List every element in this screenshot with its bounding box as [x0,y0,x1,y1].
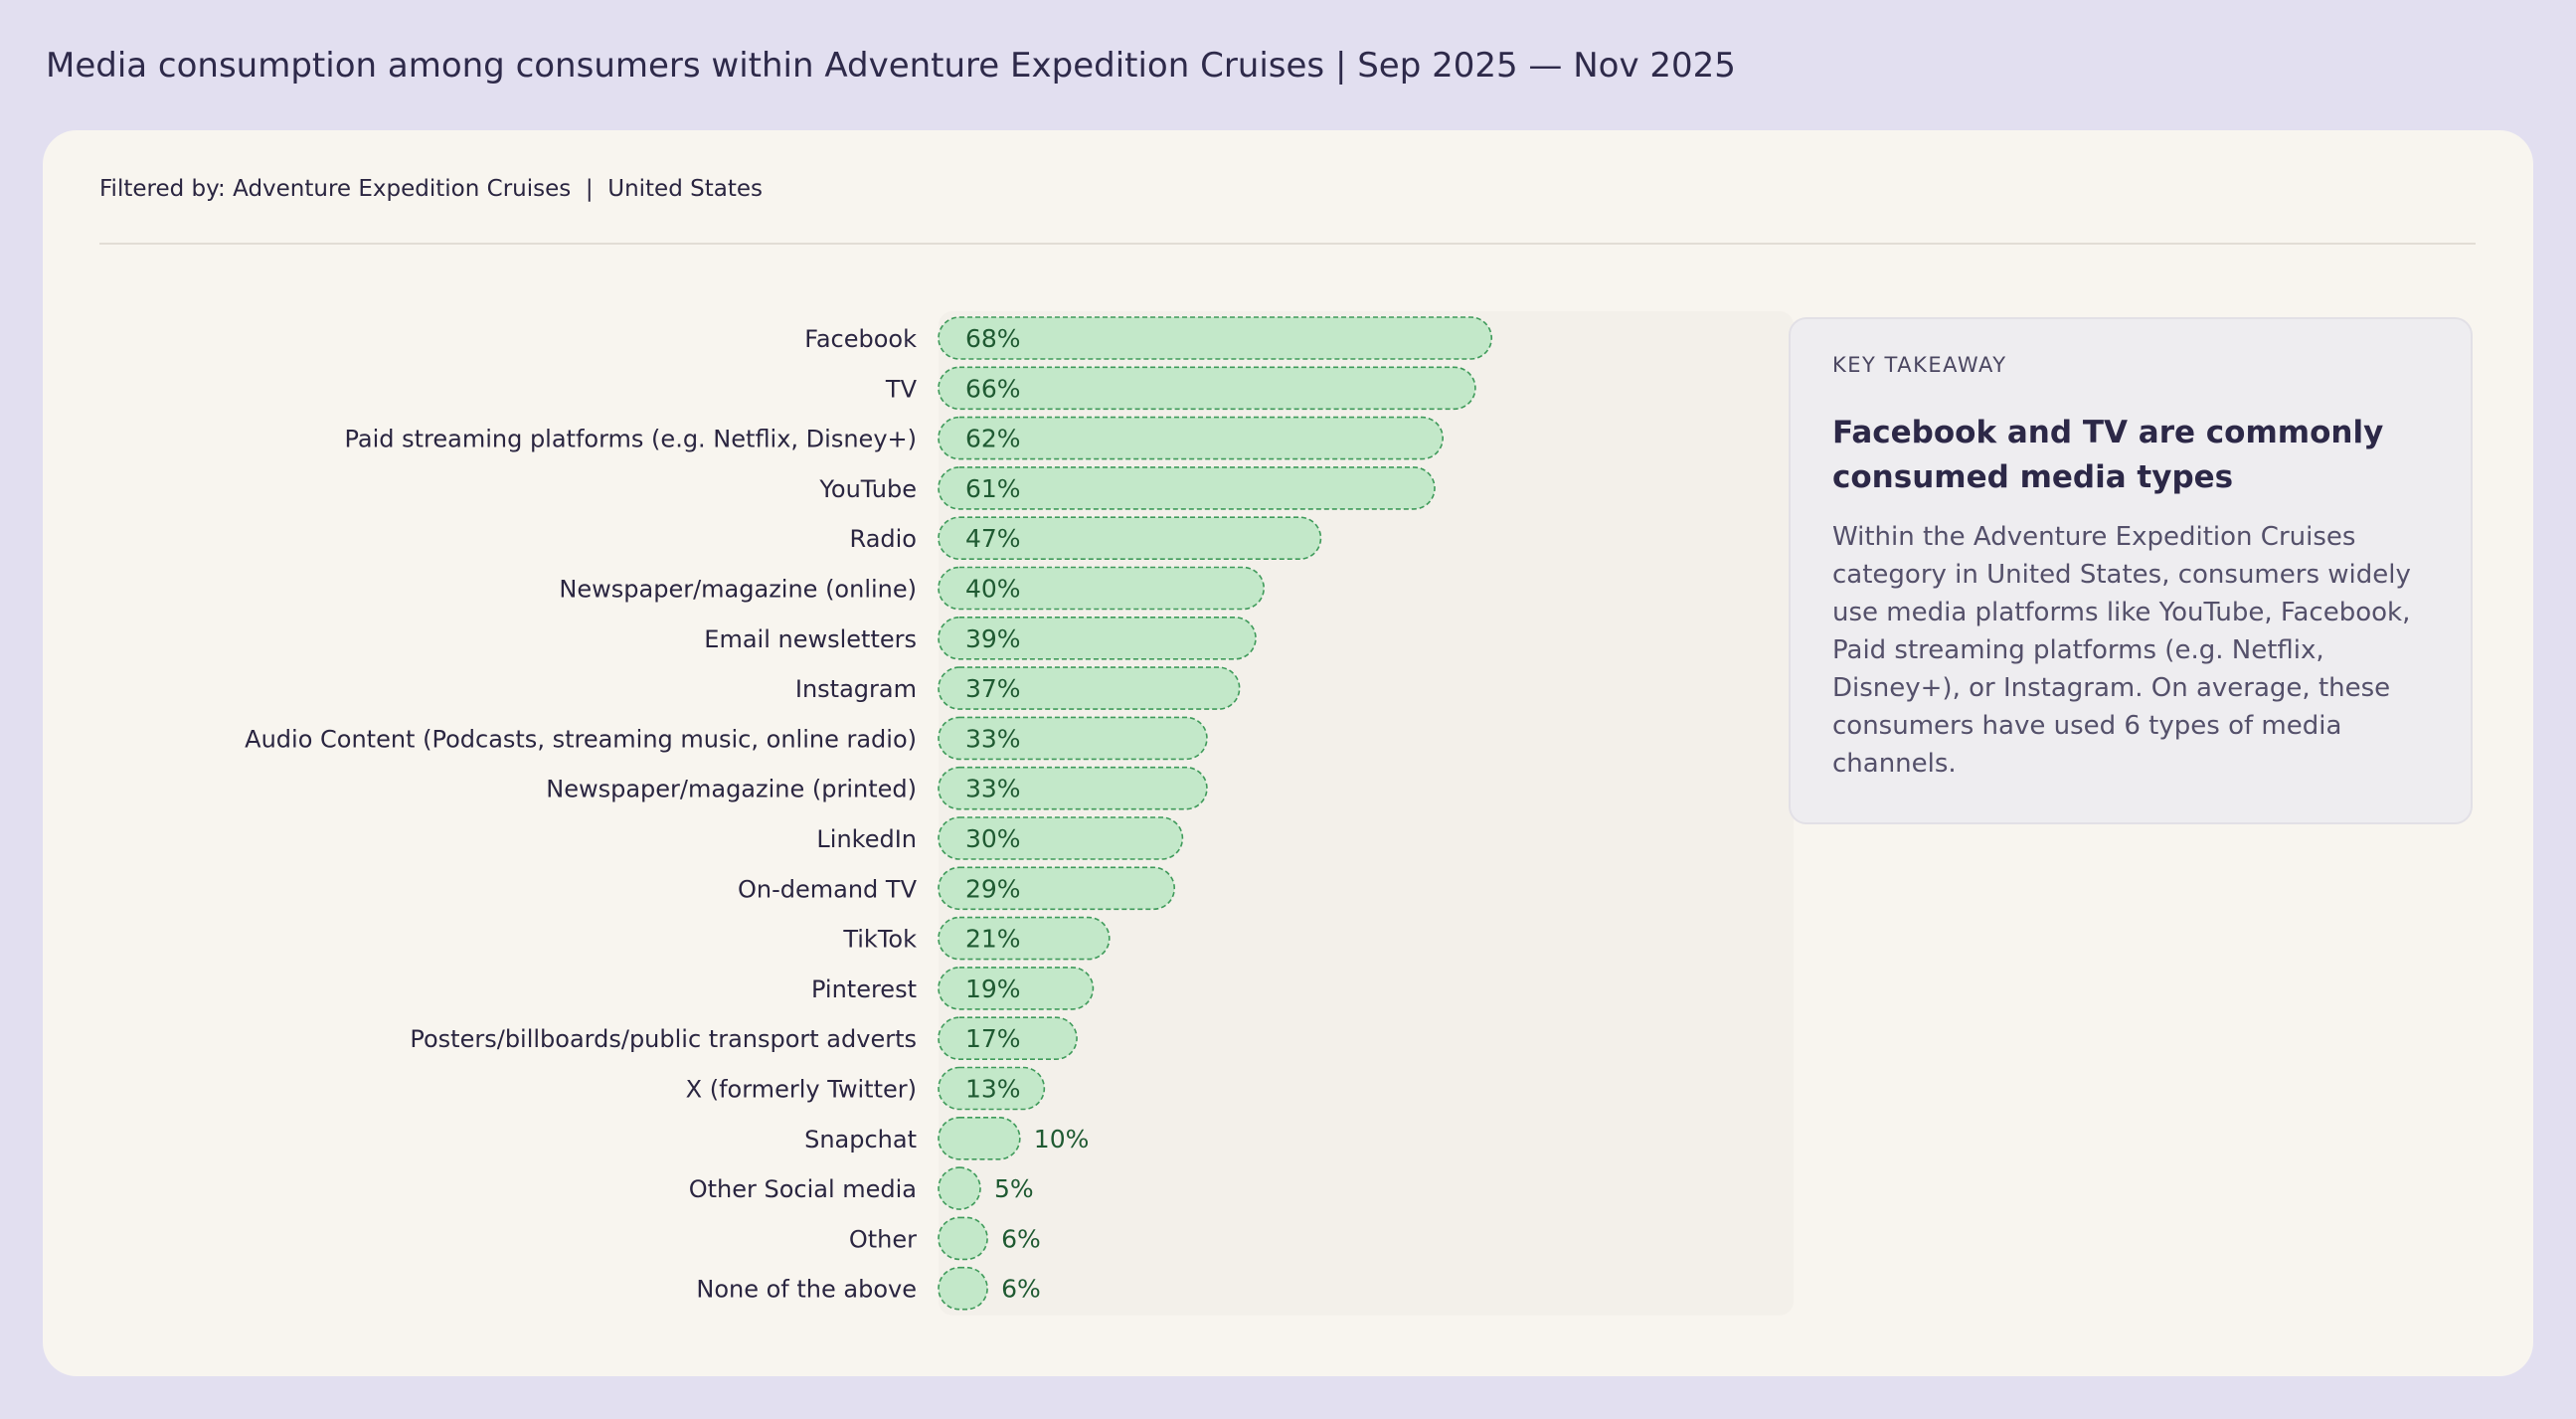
value-label: 37% [965,674,1021,703]
value-label: 13% [965,1075,1021,1104]
value-label: 10% [1034,1125,1090,1153]
category-label: Radio [850,525,917,553]
key-takeaway-card: KEY TAKEAWAY Facebook and TV are commonl… [1789,317,2473,824]
category-label: Posters/billboards/public transport adve… [410,1025,917,1053]
category-label: TV [885,375,918,403]
category-label: Newspaper/magazine (printed) [546,776,917,803]
bar [938,416,1444,460]
category-label: None of the above [696,1276,917,1304]
bar [938,1166,981,1210]
bar [938,666,1241,710]
value-label: 17% [965,1024,1021,1053]
value-label: 30% [965,824,1021,853]
bar [938,967,1095,1010]
key-takeaway-headline: Facebook and TV are commonly consumed me… [1832,415,2384,495]
key-takeaway-body: Within the Adventure Expedition Cruises … [1832,522,2411,779]
category-label: TikTok [842,926,917,954]
bar [938,766,1208,810]
category-label: Paid streaming platforms (e.g. Netflix, … [344,426,917,453]
category-label: YouTube [818,475,917,503]
category-label: Pinterest [811,976,917,1003]
value-label: 6% [1001,1275,1041,1304]
value-label: 33% [965,775,1021,803]
bar [938,916,1111,961]
value-label: 40% [965,575,1021,604]
bar-chart: Facebook 68% TV 66% Paid streaming platforms… [245,311,1794,1316]
bar [938,566,1266,611]
value-label: 39% [965,624,1021,653]
category-label: Snapchat [804,1126,917,1153]
bar [938,466,1436,510]
bar [938,1266,988,1311]
value-label: 19% [965,975,1021,1003]
bar [938,716,1208,761]
category-label: On-demand TV [738,875,918,903]
category-label: X (formerly Twitter) [686,1076,917,1104]
bar [938,316,1493,360]
category-label: Facebook [804,325,917,353]
value-label: 61% [965,474,1021,503]
value-label: 66% [965,374,1021,403]
value-label: 21% [965,925,1021,954]
bar [938,1116,1021,1160]
category-label: Newspaper/magazine (online) [559,576,917,604]
bar [938,516,1322,561]
divider [99,243,2476,245]
value-label: 33% [965,724,1021,753]
bar [938,616,1257,660]
value-label: 68% [965,324,1021,353]
value-label: 6% [1001,1224,1041,1253]
category-label: Audio Content (Podcasts, streaming music… [245,725,917,753]
bar [938,1066,1046,1111]
bar [938,816,1184,860]
category-label: Email newsletters [704,625,917,653]
category-label: Other [849,1225,917,1253]
chart-track [939,311,1794,1316]
chart-panel: Filtered by: Adventure Expedition Cruise… [43,130,2533,1376]
value-label: 62% [965,425,1021,453]
key-takeaway-label: KEY TAKEAWAY [1832,353,2007,377]
category-label: LinkedIn [816,825,917,853]
category-label: Other Social media [689,1175,917,1203]
page-title: Media consumption among consumers within… [46,46,1736,86]
category-label: Instagram [795,675,917,703]
bar [938,1216,988,1261]
value-label: 29% [965,874,1021,903]
value-label: 47% [965,524,1021,553]
bar [938,366,1476,411]
bar [938,866,1176,911]
bar [938,1016,1078,1061]
filter-summary: Filtered by: Adventure Expedition Cruise… [99,176,763,202]
value-label: 5% [994,1174,1034,1203]
